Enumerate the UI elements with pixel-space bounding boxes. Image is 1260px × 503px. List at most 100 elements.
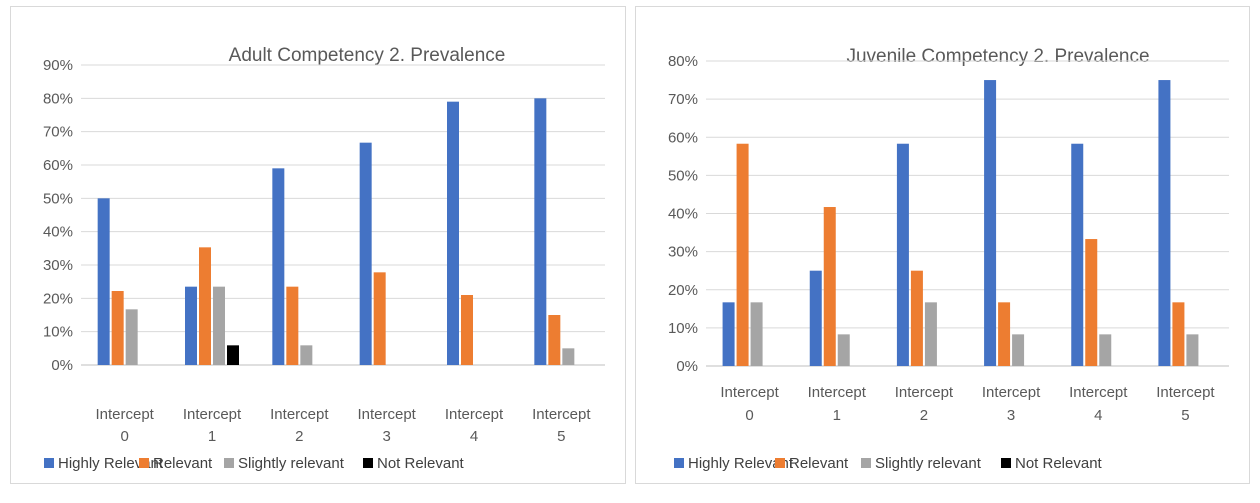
chart-panel-juvenile: Juvenile Competency 2. Prevalence 0% 10% 2… — [635, 6, 1250, 484]
legend-swatch — [1001, 458, 1011, 468]
x-tick-label: 2 — [920, 407, 928, 424]
x-tick-label: Intercept — [183, 406, 242, 423]
y-tick-label: 10% — [43, 324, 73, 341]
y-tick-label: 50% — [43, 190, 73, 207]
y-tick-label: 60% — [43, 157, 73, 174]
bar — [1071, 143, 1084, 366]
bar — [924, 302, 937, 366]
y-tick-label: 80% — [668, 53, 698, 70]
chart-title: Adult Competency 2. Prevalence — [229, 45, 506, 66]
bar — [722, 302, 735, 366]
y-tick-label: 70% — [668, 91, 698, 108]
bar — [750, 302, 763, 366]
bar — [837, 334, 850, 366]
legend-swatch — [861, 458, 871, 468]
legend-swatch — [139, 458, 149, 468]
bar — [286, 286, 299, 365]
bar — [461, 295, 473, 365]
x-tick-label: Intercept — [357, 406, 416, 423]
x-tick-label: 0 — [745, 407, 753, 424]
bar — [1099, 334, 1112, 366]
bar — [1085, 239, 1098, 366]
legend-swatch — [363, 458, 373, 468]
chart-svg-adult: Adult Competency 2. Prevalence 0% 10% 20% 3… — [43, 45, 605, 472]
bar — [373, 272, 386, 365]
legend-swatch — [775, 458, 785, 468]
y-tick-label: 20% — [43, 290, 73, 307]
x-tick-label: Intercept — [532, 406, 591, 423]
bar — [984, 80, 997, 366]
legend-label: Highly Relevant — [688, 455, 794, 472]
legend-label: Highly Relevant — [58, 455, 164, 472]
y-tick-label: 0% — [51, 357, 73, 374]
x-tick-label: Intercept — [895, 384, 954, 401]
y-tick-label: 40% — [668, 206, 698, 223]
bar — [910, 270, 923, 366]
bar — [534, 98, 547, 365]
y-tick-label: 30% — [43, 257, 73, 274]
x-tick-label: 5 — [1181, 407, 1189, 424]
bar — [272, 168, 285, 365]
bar — [359, 142, 372, 365]
x-tick-label: Intercept — [808, 384, 867, 401]
bar — [199, 247, 211, 365]
x-tick-label: 0 — [120, 428, 128, 445]
x-tick-label: Intercept — [1156, 384, 1215, 401]
y-tick-label: 70% — [43, 124, 73, 141]
chart-panel-adult: Adult Competency 2. Prevalence 0% 10% 20% 3… — [10, 6, 626, 484]
bar — [823, 207, 836, 366]
bar — [1158, 80, 1171, 366]
x-tick-label: Intercept — [1069, 384, 1128, 401]
x-tick-label: Intercept — [445, 406, 504, 423]
x-tick-label: Intercept — [982, 384, 1041, 401]
y-tick-label: 0% — [676, 358, 698, 375]
x-tick-label: 3 — [382, 428, 390, 445]
legend-label: Slightly relevant — [875, 455, 982, 472]
y-tick-label: 30% — [668, 244, 698, 261]
x-tick-label: 1 — [208, 428, 216, 445]
bar — [736, 143, 749, 366]
bar — [809, 270, 822, 366]
bar — [447, 101, 459, 366]
x-tick-label: Intercept — [270, 406, 329, 423]
y-tick-label: 40% — [43, 224, 73, 241]
x-tick-label: 4 — [470, 428, 478, 445]
bar — [562, 348, 575, 365]
bar — [1012, 334, 1025, 366]
x-tick-label: 5 — [557, 428, 565, 445]
y-tick-label: 60% — [668, 129, 698, 146]
x-tick-label: 1 — [833, 407, 841, 424]
bar — [548, 315, 561, 365]
bar — [1172, 302, 1185, 366]
bar — [896, 143, 909, 366]
legend-label: Not Relevant — [1015, 455, 1103, 472]
legend-swatch — [674, 458, 684, 468]
bar — [111, 291, 124, 365]
bar — [300, 345, 313, 365]
legend-label: Slightly relevant — [238, 455, 345, 472]
y-tick-label: 90% — [43, 57, 73, 74]
bar — [213, 286, 225, 365]
bar — [227, 345, 239, 365]
bar — [1186, 334, 1199, 366]
y-tick-label: 80% — [43, 90, 73, 107]
legend-label: Relevant — [789, 455, 849, 472]
legend-swatch — [44, 458, 54, 468]
y-tick-label: 10% — [668, 320, 698, 337]
chart-svg-juvenile: Juvenile Competency 2. Prevalence 0% 10% 2… — [668, 46, 1229, 472]
chart-title: Juvenile Competency 2. Prevalence — [846, 46, 1149, 67]
x-tick-label: 2 — [295, 428, 303, 445]
y-tick-label: 20% — [668, 282, 698, 299]
legend-label: Relevant — [153, 455, 213, 472]
legend-label: Not Relevant — [377, 455, 465, 472]
y-tick-label: 50% — [668, 167, 698, 184]
bar — [125, 309, 138, 365]
bar — [998, 302, 1011, 366]
x-tick-label: Intercept — [95, 406, 154, 423]
bar — [97, 198, 110, 365]
bar — [185, 286, 197, 365]
x-tick-label: 4 — [1094, 407, 1102, 424]
x-tick-label: 3 — [1007, 407, 1015, 424]
legend-swatch — [224, 458, 234, 468]
x-tick-label: Intercept — [720, 384, 779, 401]
